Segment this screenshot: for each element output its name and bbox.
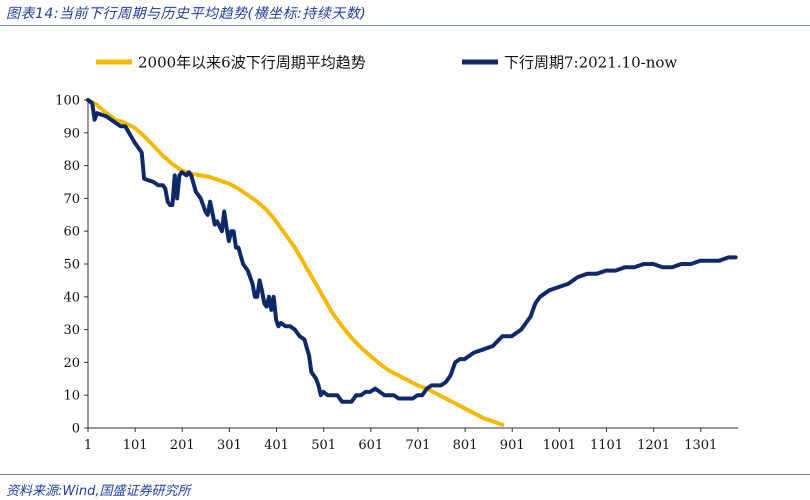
x-tick-label: 801 xyxy=(453,438,478,453)
source-note: 资料来源:Wind,国盛证券研究所 xyxy=(6,484,191,499)
x-tick-label: 401 xyxy=(264,438,289,453)
y-tick-label: 30 xyxy=(63,323,80,338)
x-tick-label: 301 xyxy=(217,438,242,453)
x-tick-label: 1301 xyxy=(684,438,717,453)
x-tick-label: 1001 xyxy=(543,438,576,453)
y-tick-label: 100 xyxy=(55,94,80,109)
x-tick-label: 901 xyxy=(500,438,525,453)
y-tick-label: 80 xyxy=(63,159,80,174)
x-tick-label: 101 xyxy=(123,438,148,453)
x-tick-label: 1 xyxy=(84,438,92,453)
y-tick-label: 70 xyxy=(63,192,80,207)
y-tick-label: 10 xyxy=(63,389,80,404)
x-axis-ticks: 1 101 201 301 401 501 601 701 801 901 1001 1101 1201… xyxy=(84,428,717,453)
x-tick-label: 501 xyxy=(311,438,336,453)
current-cycle-line xyxy=(86,98,738,404)
top-divider xyxy=(0,25,810,26)
chart-legend: 2000年以来6波下行周期平均趋势 下行周期7:2021.10-now xyxy=(96,54,677,72)
y-tick-label: 60 xyxy=(63,225,80,240)
legend-item-avg-trend-label: 2000年以来6波下行周期平均趋势 xyxy=(138,54,366,72)
y-tick-label: 0 xyxy=(72,422,80,437)
x-tick-label: 701 xyxy=(406,438,431,453)
y-axis-ticks: 0 10 20 30 40 50 60 70 80 90 100 xyxy=(55,94,88,437)
y-tick-label: 40 xyxy=(63,290,80,305)
x-tick-label: 1201 xyxy=(637,438,670,453)
legend-item-current-cycle-label: 下行周期7:2021.10-now xyxy=(504,54,677,72)
x-tick-label: 1101 xyxy=(590,438,623,453)
y-tick-label: 90 xyxy=(63,126,80,141)
bottom-divider xyxy=(0,474,810,475)
chart-series xyxy=(86,98,738,427)
x-tick-label: 201 xyxy=(170,438,195,453)
x-tick-label: 601 xyxy=(358,438,383,453)
avg-trend-line xyxy=(86,98,505,427)
y-tick-label: 20 xyxy=(63,356,80,371)
y-tick-label: 50 xyxy=(63,258,80,273)
chart-title: 图表14:当前下行周期与历史平均趋势(横坐标:持续天数) xyxy=(6,6,367,22)
